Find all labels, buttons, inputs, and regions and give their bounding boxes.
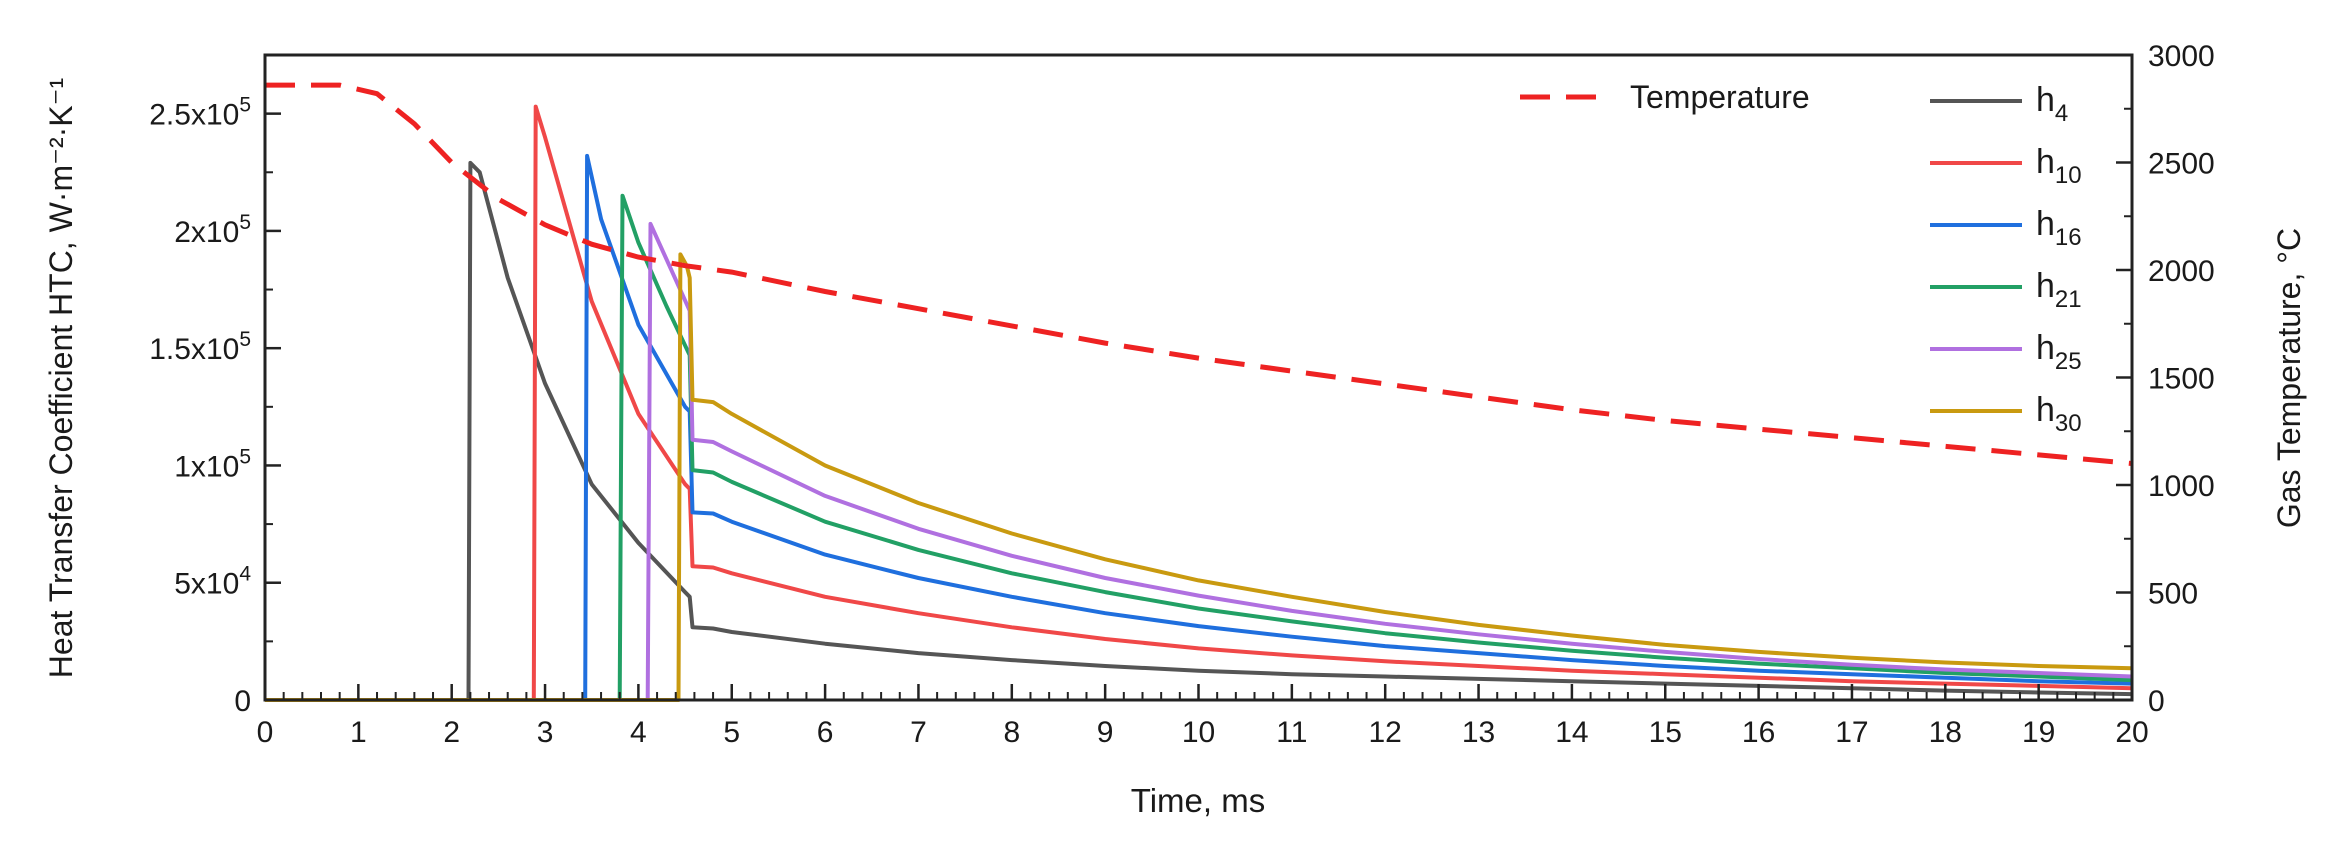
y-left-tick-exponent: 4 xyxy=(239,563,251,586)
x-tick-label: 17 xyxy=(1835,716,1868,749)
legend-label-h30: h30 xyxy=(2036,391,2082,437)
legend-label-base: h xyxy=(2036,391,2055,429)
y-right-tick-label: 500 xyxy=(2148,578,2198,611)
y-left-tick-exponent: 5 xyxy=(239,445,251,468)
y-left-tick-base: 1x10 xyxy=(174,450,239,483)
series-line-h10 xyxy=(265,104,2133,702)
y-right-tick-label: 2000 xyxy=(2148,255,2215,288)
x-tick-label: 4 xyxy=(630,716,647,749)
legend-item-h25: h25 xyxy=(1930,329,2082,375)
x-tick-label: 5 xyxy=(723,716,740,749)
y-right-tick-label: 3000 xyxy=(2148,40,2215,73)
x-tick-label: 1 xyxy=(350,716,367,749)
x-axis-title: Time, ms xyxy=(1131,782,1265,819)
y-left-tick-base: 5x10 xyxy=(174,568,239,601)
legend-label-base: h xyxy=(2036,267,2055,305)
x-tick-label: 14 xyxy=(1555,716,1588,749)
legend-item-temperature: Temperature xyxy=(1520,79,1810,115)
x-tick-label: 0 xyxy=(257,716,274,749)
y-left-tick-label: 2.5x105 xyxy=(149,94,251,132)
y-left-tick-base: 1.5x10 xyxy=(149,333,239,366)
y-axis-right: 0 500 1000 1500 2000 2500 3000 xyxy=(2116,40,2215,718)
x-tick-label: 15 xyxy=(1649,716,1682,749)
legend-label-base: h xyxy=(2036,81,2055,119)
legend-label-subscript: 25 xyxy=(2055,348,2082,375)
y-left-tick-base: 2x10 xyxy=(174,216,239,249)
y-left-tick-label: 0 xyxy=(234,685,251,718)
legend-label-temperature: Temperature xyxy=(1630,79,1810,115)
y-right-tick-label: 1500 xyxy=(2148,363,2215,396)
y-left-tick-base: 2.5x10 xyxy=(149,99,239,132)
legend-item-h10: h10 xyxy=(1930,143,2082,189)
legend-item-h16: h16 xyxy=(1930,205,2082,251)
y-axis-left-title: Heat Transfer Coefficient HTC, W·m⁻²·K⁻¹ xyxy=(43,78,79,678)
legend-label-h21: h21 xyxy=(2036,267,2082,313)
x-tick-label: 8 xyxy=(1003,716,1020,749)
legend-label-h25: h25 xyxy=(2036,329,2082,375)
legend-item-h30: h30 xyxy=(1930,391,2082,437)
y-left-tick-base: 0 xyxy=(234,685,251,718)
y-left-tick-exponent: 5 xyxy=(239,94,251,117)
y-right-tick-label: 1000 xyxy=(2148,470,2215,503)
legend-label-base: h xyxy=(2036,329,2055,367)
legend-label-h10: h10 xyxy=(2036,143,2082,189)
x-axis: 0 1 2 3 4 5 6 7 8 9 10 11 12 13 14 15 16 17 18 19 20 xyxy=(257,684,2149,749)
y-right-tick-label: 2500 xyxy=(2148,148,2215,181)
legend-item-h4: h4 xyxy=(1930,81,2068,127)
legend-label-subscript: 16 xyxy=(2055,224,2082,251)
legend-label-h16: h16 xyxy=(2036,205,2082,251)
x-tick-label: 3 xyxy=(537,716,554,749)
legend-label-subscript: 30 xyxy=(2055,410,2082,437)
y-right-tick-label: 0 xyxy=(2148,685,2165,718)
x-tick-label: 19 xyxy=(2022,716,2055,749)
series-line-h4 xyxy=(265,160,2133,702)
y-axis-right-title: Gas Temperature, °C xyxy=(2271,228,2307,528)
legend-label-base: h xyxy=(2036,205,2055,243)
x-tick-label: 20 xyxy=(2115,716,2148,749)
y-left-tick-exponent: 5 xyxy=(239,211,251,234)
temperature-series-group xyxy=(265,82,2133,466)
x-tick-label: 2 xyxy=(443,716,460,749)
legend-item-h21: h21 xyxy=(1930,267,2082,313)
y-left-tick-label: 1x105 xyxy=(174,445,251,483)
x-tick-label: 11 xyxy=(1276,716,1307,749)
y-left-tick-label: 1.5x105 xyxy=(149,328,251,366)
series-line-h16 xyxy=(265,153,2133,702)
legend-label-subscript: 10 xyxy=(2055,162,2082,189)
x-tick-label: 16 xyxy=(1742,716,1775,749)
series-line-h21 xyxy=(265,193,2133,702)
x-tick-label: 10 xyxy=(1182,716,1215,749)
htc-series-group xyxy=(265,104,2133,702)
y-left-tick-label: 5x104 xyxy=(174,563,251,601)
legend-label-h4: h4 xyxy=(2036,81,2068,127)
x-tick-label: 6 xyxy=(817,716,834,749)
x-tick-label: 9 xyxy=(1097,716,1114,749)
y-left-tick-exponent: 5 xyxy=(239,328,251,351)
x-tick-label: 12 xyxy=(1369,716,1402,749)
x-tick-label: 18 xyxy=(1929,716,1962,749)
legend-label-subscript: 21 xyxy=(2055,286,2082,313)
y-left-tick-label: 2x105 xyxy=(174,211,251,249)
x-tick-label: 13 xyxy=(1462,716,1495,749)
series-line-h30 xyxy=(265,252,2133,702)
legend-label-subscript: 4 xyxy=(2055,100,2068,127)
series-line-temperature xyxy=(265,82,2133,466)
x-tick-label: 7 xyxy=(910,716,927,749)
legend-label-base: h xyxy=(2036,143,2055,181)
